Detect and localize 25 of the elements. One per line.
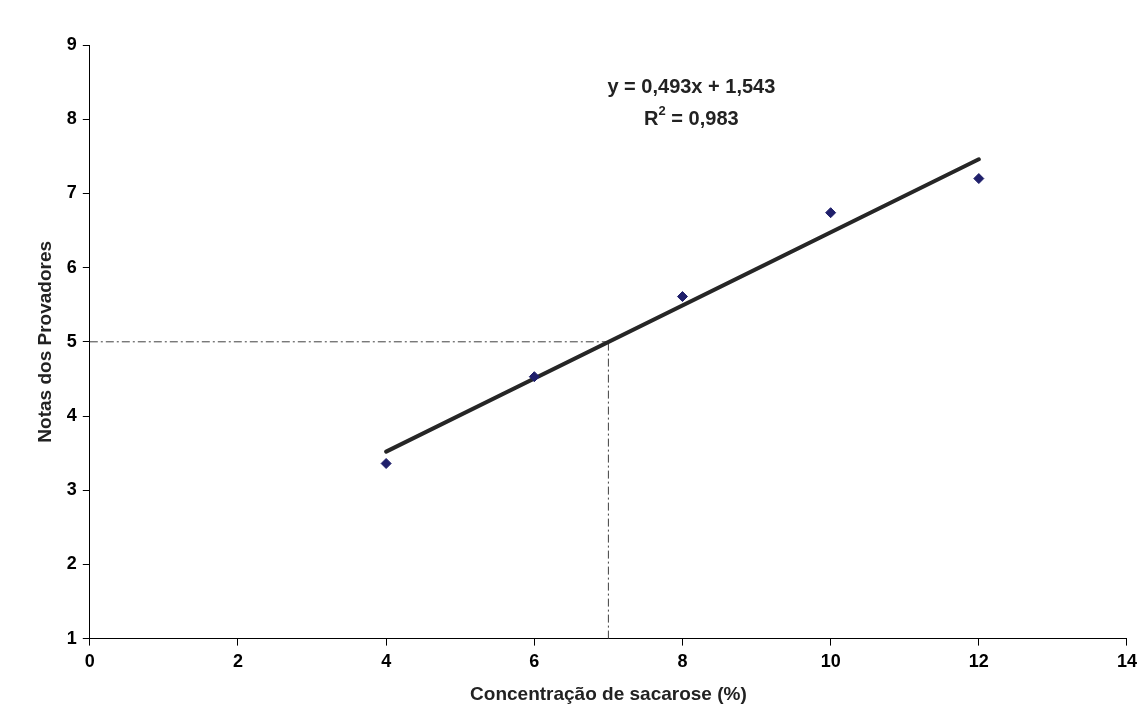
y-axis-title: Notas dos Provadores — [33, 240, 55, 443]
point — [825, 207, 837, 219]
y-tick-label: 2 — [66, 553, 77, 574]
x-tick-label: 4 — [381, 651, 392, 672]
y-tick-label: 1 — [66, 627, 77, 648]
x-axis-title: Concentração de sacarose (%) — [470, 682, 747, 704]
point — [380, 457, 392, 469]
y-tick-label: 7 — [66, 182, 77, 203]
point — [676, 291, 688, 303]
y-tick-label: 5 — [66, 330, 77, 351]
y-tick-label: 9 — [66, 33, 77, 54]
x-tick-label: 8 — [677, 651, 688, 672]
y-tick-label: 8 — [66, 108, 77, 129]
y-tick-label: 4 — [66, 404, 77, 425]
x-tick-label: 6 — [529, 651, 540, 672]
x-tick-label: 10 — [820, 651, 841, 672]
x-tick-label: 0 — [84, 651, 95, 672]
x-tick-label: 12 — [968, 651, 989, 672]
point — [973, 173, 985, 185]
point — [528, 371, 540, 383]
y-tick-label: 6 — [66, 256, 77, 277]
x-tick-label: 2 — [232, 651, 243, 672]
x-tick-label: 14 — [1116, 651, 1137, 672]
y-tick-label: 3 — [66, 479, 77, 500]
annotation: y = 0,493x + 1,543 — [607, 74, 776, 97]
